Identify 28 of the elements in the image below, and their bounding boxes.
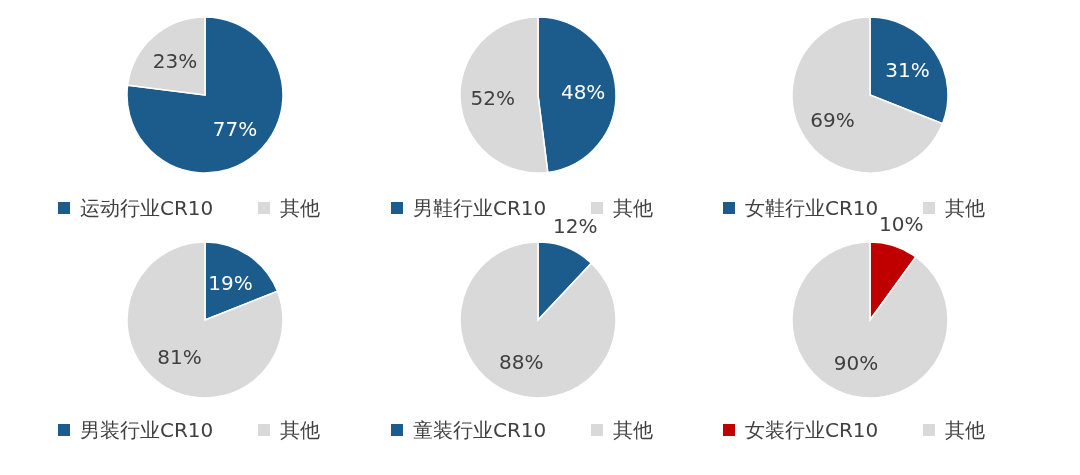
data-label: 23% [152, 49, 198, 74]
data-label: 69% [810, 108, 855, 133]
legend-label: 其他 [613, 196, 653, 220]
legend-label: 男装行业CR10 [80, 418, 214, 442]
data-label: 48% [560, 80, 606, 105]
data-label: 31% [885, 57, 930, 82]
legend-label: 其他 [280, 196, 320, 220]
data-label: 81% [157, 345, 202, 370]
pie-slice [791, 241, 949, 399]
data-label: 19% [208, 270, 253, 295]
legend-label: 其他 [613, 418, 653, 442]
pie-slice [459, 241, 617, 399]
legend-label: 女鞋行业CR10 [745, 196, 879, 220]
legend-label: 其他 [945, 418, 985, 442]
data-label: 12% [553, 213, 598, 238]
data-label: 88% [499, 350, 544, 375]
data-label: 10% [879, 211, 924, 236]
data-label: 90% [833, 351, 879, 376]
legend-label: 女装行业CR10 [745, 418, 879, 442]
legend-label: 其他 [945, 196, 985, 220]
legend-label: 男鞋行业CR10 [413, 196, 547, 220]
data-label: 77% [212, 116, 258, 141]
legend-label: 其他 [280, 418, 320, 442]
legend-label: 童装行业CR10 [413, 418, 547, 442]
data-label: 52% [470, 85, 516, 110]
legend-label: 运动行业CR10 [80, 196, 214, 220]
pie-slice [126, 16, 284, 174]
pie-slice [126, 241, 284, 399]
